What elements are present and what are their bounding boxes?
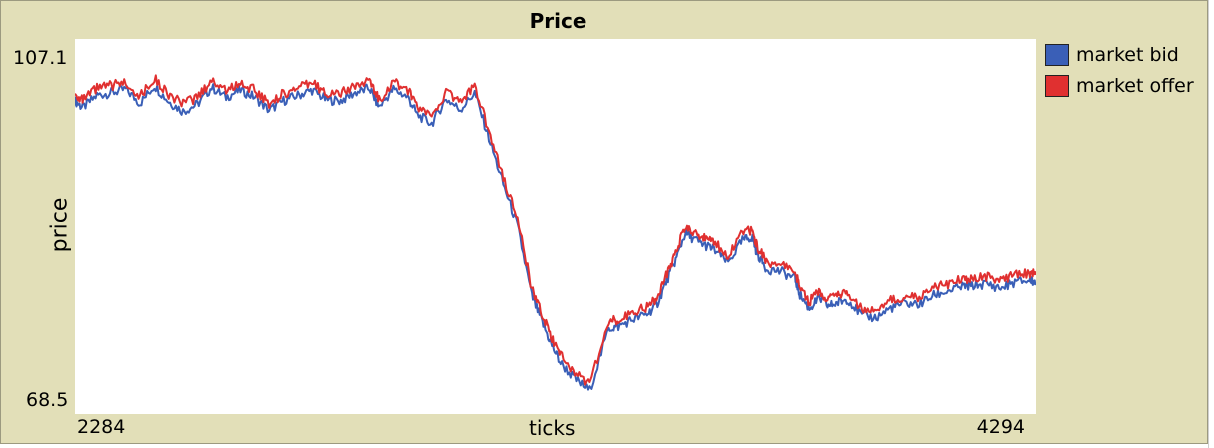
y-tick-label-max: 107.1	[13, 47, 68, 69]
legend: market bid market offer	[1045, 39, 1194, 101]
y-axis-label: price	[47, 197, 73, 253]
plot-svg	[75, 74, 1036, 391]
legend-item-market-offer: market offer	[1045, 70, 1194, 101]
x-tick-label-max: 4294	[976, 416, 1025, 438]
legend-swatch-market-bid	[1045, 43, 1069, 66]
legend-item-market-bid: market bid	[1045, 39, 1194, 70]
y-tick-label-min: 68.5	[26, 389, 69, 411]
plot-area	[75, 39, 1036, 414]
legend-swatch-market-offer	[1045, 74, 1069, 97]
x-tick-label-min: 2284	[77, 416, 126, 438]
series-line-market-offer	[75, 74, 1036, 386]
chart-title: Price	[529, 9, 587, 33]
x-axis-label: ticks	[529, 416, 576, 440]
legend-label-market-bid: market bid	[1076, 43, 1179, 66]
legend-label-market-offer: market offer	[1076, 74, 1194, 97]
window-edge	[1208, 0, 1214, 448]
